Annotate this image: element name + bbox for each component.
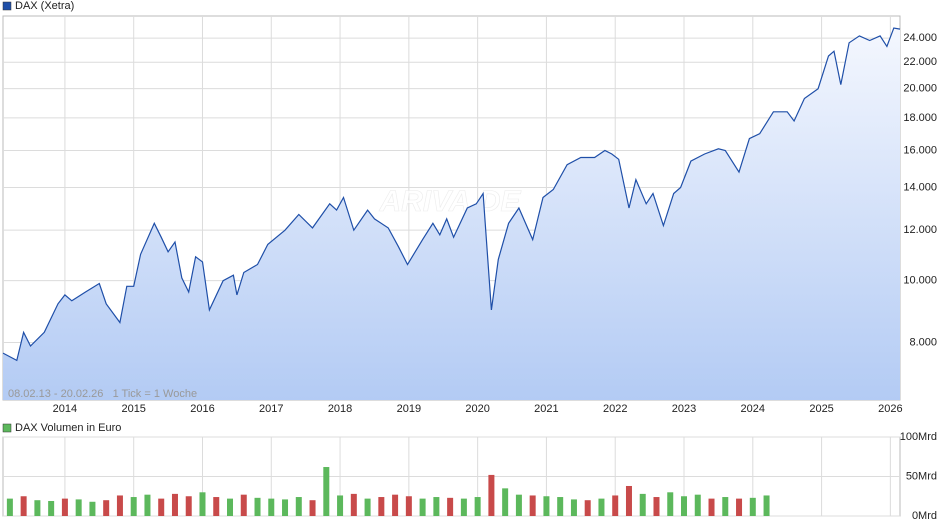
volume-bar (61, 498, 68, 516)
volume-bar (75, 499, 82, 516)
volume-bar (681, 496, 688, 516)
volume-bar (364, 498, 371, 516)
volume-bar (447, 497, 454, 516)
volume-bar (116, 495, 123, 516)
x-tick-label: 2019 (397, 403, 421, 415)
x-tick-label: 2022 (603, 403, 627, 415)
volume-bar (419, 498, 426, 516)
legend-swatch (2, 1, 12, 11)
volume-bar (557, 497, 564, 516)
date-range-note: 08.02.13 - 20.02.26 1 Tick = 1 Woche (8, 388, 197, 400)
x-tick-label: 2020 (465, 403, 489, 415)
volume-bar (130, 497, 137, 516)
volume-bar (48, 500, 55, 516)
x-tick-label: 2015 (121, 403, 145, 415)
volume-bar (749, 497, 756, 516)
volume-bar (213, 497, 220, 516)
volume-bar (254, 497, 261, 516)
volume-bar (515, 494, 522, 516)
volume-bar (694, 494, 701, 516)
volume-bar (103, 500, 110, 516)
y-tick-label: 22.000 (903, 56, 937, 68)
volume-bar (309, 500, 316, 516)
x-tick-label: 2016 (190, 403, 214, 415)
volume-bar (433, 497, 440, 516)
volume-bar (282, 499, 289, 516)
volume-bar (34, 500, 41, 516)
volume-bar (323, 467, 330, 516)
volume-bar (502, 488, 509, 516)
y-tick-label: 0Mrd (912, 510, 937, 522)
y-tick-label: 12.000 (903, 224, 937, 236)
x-tick-label: 2014 (53, 403, 77, 415)
volume-bar (474, 497, 481, 516)
volume-bar (488, 474, 495, 516)
y-tick-label: 18.000 (903, 112, 937, 124)
volume-bar (20, 496, 27, 516)
volume-bar (199, 492, 206, 516)
volume-bar (89, 501, 96, 516)
volume-bar (350, 493, 357, 516)
x-tick-label: 2024 (741, 403, 765, 415)
volume-bar (268, 498, 275, 516)
x-tick-label: 2018 (328, 403, 352, 415)
x-tick-label: 2025 (809, 403, 833, 415)
area (3, 28, 900, 400)
volume-bar (144, 494, 151, 516)
legend-swatch (2, 423, 12, 433)
volume-bar (295, 497, 302, 516)
y-tick-label: 16.000 (903, 144, 937, 156)
volume-bar (405, 496, 412, 516)
volume-bar (529, 495, 536, 516)
y-tick-label: 100Mrd (900, 431, 937, 443)
volume-bar (667, 492, 674, 516)
y-tick-label: 10.000 (903, 275, 937, 287)
legend-label: DAX Volumen in Euro (15, 422, 121, 434)
volume-bar (227, 498, 234, 516)
volume-bar (722, 497, 729, 516)
y-tick-label: 20.000 (903, 83, 937, 95)
volume-bar (763, 495, 770, 516)
volume-bar (639, 493, 646, 516)
volume-bar (378, 497, 385, 516)
volume-bar (598, 498, 605, 516)
volume-bar (584, 500, 591, 516)
volume-bar (6, 498, 13, 516)
x-tick-label: 2026 (878, 403, 902, 415)
volume-bar (625, 485, 632, 516)
volume-bar (612, 495, 619, 516)
volume-bar (158, 498, 165, 516)
legend-label: DAX (Xetra) (15, 0, 74, 12)
volume-bar (185, 496, 192, 516)
y-tick-label: 8.000 (909, 336, 937, 348)
x-tick-label: 2021 (534, 403, 558, 415)
volume-bar (736, 498, 743, 516)
volume-bar (392, 494, 399, 516)
watermark: ARIVA.DE (378, 185, 521, 218)
line (2, 27, 901, 362)
x-tick-label: 2017 (259, 403, 283, 415)
volume-bar (543, 496, 550, 516)
x-tick-label: 2023 (672, 403, 696, 415)
y-tick-label: 14.000 (903, 181, 937, 193)
volume-bar (653, 497, 660, 516)
volume-bar (337, 495, 344, 516)
volume-bar (570, 499, 577, 516)
y-tick-label: 24.000 (903, 32, 937, 44)
volume-bar (460, 498, 467, 516)
volume-bar (240, 494, 247, 516)
y-tick-label: 50Mrd (906, 470, 937, 482)
volume-bar (171, 493, 178, 516)
volume-bar (708, 498, 715, 516)
